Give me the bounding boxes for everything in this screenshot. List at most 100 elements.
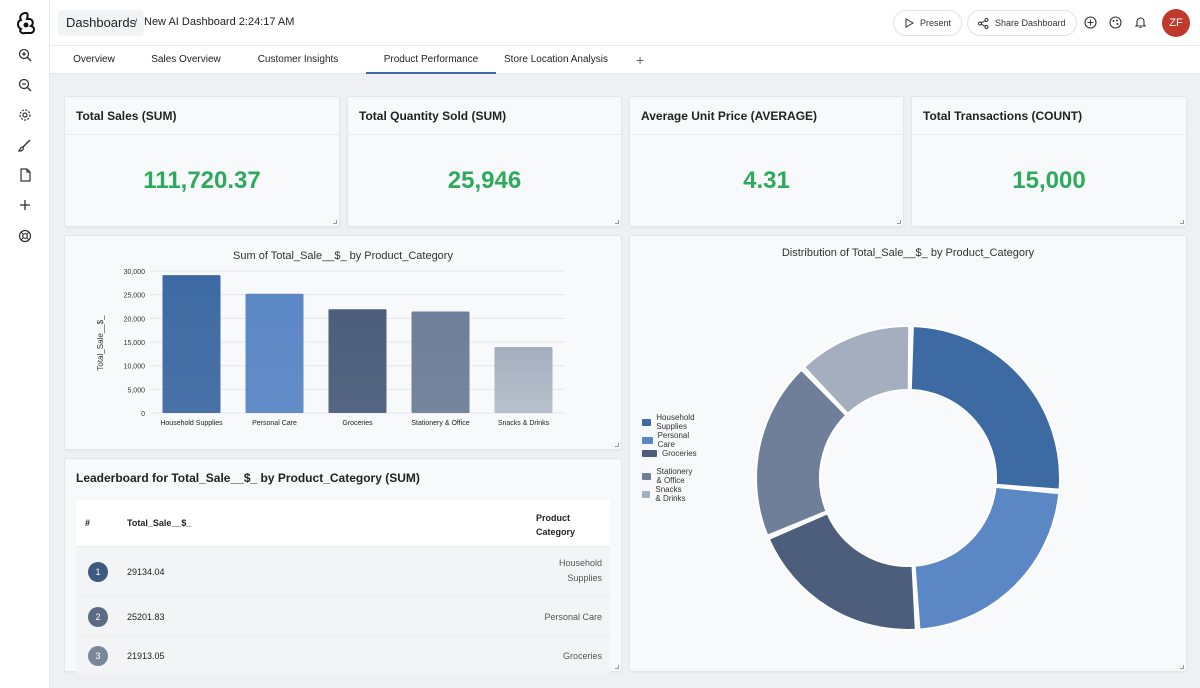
- help-lifebuoy-icon[interactable]: [15, 226, 35, 246]
- row-value: 29134.04: [127, 567, 165, 577]
- settings-gear-icon[interactable]: [15, 105, 35, 125]
- bar[interactable]: [494, 346, 553, 413]
- table-row[interactable]: 1 29134.04 Household Supplies: [76, 547, 610, 597]
- dashboard-tabs: Overview Sales Overview Customer Insight…: [50, 46, 1200, 74]
- table-row[interactable]: 3 21913.05 Groceries: [76, 637, 610, 673]
- left-rail: [0, 0, 50, 688]
- play-icon: [905, 18, 914, 28]
- legend-label: Stationery & Office: [656, 467, 693, 485]
- present-button[interactable]: Present: [893, 10, 963, 36]
- brush-icon[interactable]: [15, 135, 35, 155]
- resize-handle-icon[interactable]: [615, 220, 619, 224]
- top-bar: Dashboards / New AI Dashboard 2:24:17 AM…: [50, 0, 1200, 46]
- kpi-title: Total Quantity Sold (SUM): [348, 97, 621, 135]
- kpi-value: 4.31: [743, 167, 790, 194]
- tab-sales-overview[interactable]: Sales Overview: [151, 54, 221, 65]
- bar[interactable]: [328, 309, 387, 413]
- resize-handle-icon[interactable]: [333, 220, 337, 224]
- legend-label: Household Supplies: [656, 413, 695, 431]
- y-tick-label: 20,000: [124, 316, 146, 323]
- share-icon: [978, 17, 989, 29]
- add-icon[interactable]: [15, 195, 35, 215]
- kpi-value: 111,720.37: [143, 167, 261, 194]
- user-avatar[interactable]: ZF: [1162, 9, 1190, 37]
- donut-slice[interactable]: [803, 325, 911, 415]
- col-category-header: Product Category: [536, 513, 576, 537]
- resize-handle-icon[interactable]: [615, 665, 619, 669]
- bar-chart-title: Sum of Total_Sale__$_ by Product_Categor…: [233, 250, 453, 262]
- kpi-card-average-unit-price[interactable]: Average Unit Price (AVERAGE) 4.31: [629, 96, 904, 227]
- legend-swatch: [642, 472, 652, 480]
- kpi-title: Average Unit Price (AVERAGE): [630, 97, 903, 135]
- y-tick-label: 5,000: [127, 387, 145, 394]
- row-category: Household Supplies: [558, 558, 602, 583]
- x-tick-label: Snacks & Drinks: [498, 420, 550, 427]
- document-icon[interactable]: [15, 165, 35, 185]
- y-tick-label: 10,000: [124, 364, 146, 371]
- legend-item[interactable]: Groceries: [642, 449, 697, 458]
- donut-slice[interactable]: [755, 368, 848, 537]
- share-dashboard-label: Share Dashboard: [995, 18, 1066, 28]
- row-category: Personal Care: [544, 612, 602, 622]
- legend-swatch: [642, 436, 653, 444]
- leaderboard-card[interactable]: Leaderboard for Total_Sale__$_ by Produc…: [64, 458, 622, 673]
- legend-item[interactable]: Snacks & Drinks: [642, 485, 688, 503]
- notifications-bell-icon[interactable]: [1132, 14, 1148, 30]
- legend-label: Snacks & Drinks: [655, 485, 686, 503]
- zoom-in-icon[interactable]: [15, 45, 35, 65]
- x-tick-label: Groceries: [342, 420, 373, 427]
- legend-item[interactable]: Household Supplies: [642, 413, 700, 431]
- leaderboard-title: Leaderboard for Total_Sale__$_ by Produc…: [76, 471, 420, 485]
- kpi-card-total-sales[interactable]: Total Sales (SUM) 111,720.37: [64, 96, 340, 227]
- bar[interactable]: [411, 311, 470, 413]
- resize-handle-icon[interactable]: [897, 220, 901, 224]
- legend-swatch: [642, 490, 651, 498]
- kpi-title: Total Sales (SUM): [65, 97, 339, 135]
- tab-store-location-analysis[interactable]: Store Location Analysis: [504, 54, 608, 65]
- y-tick-label: 0: [141, 411, 145, 418]
- dashboard-title: New AI Dashboard 2:24:17 AM: [144, 16, 295, 28]
- resize-handle-icon[interactable]: [1180, 665, 1184, 669]
- bar[interactable]: [245, 293, 304, 413]
- app-logo-icon[interactable]: [13, 10, 39, 36]
- legend-item[interactable]: Personal Care: [642, 431, 694, 449]
- row-category: Groceries: [562, 651, 602, 661]
- donut-slice[interactable]: [909, 325, 1061, 491]
- legend-label: Groceries: [662, 449, 697, 458]
- share-dashboard-button[interactable]: Share Dashboard: [967, 10, 1077, 36]
- kpi-title: Total Transactions (COUNT): [912, 97, 1186, 135]
- zoom-out-icon[interactable]: [15, 75, 35, 95]
- tab-overview[interactable]: Overview: [73, 54, 115, 65]
- kpi-card-total-transactions[interactable]: Total Transactions (COUNT) 15,000: [911, 96, 1187, 227]
- bar-chart-card[interactable]: Sum of Total_Sale__$_ by Product_Categor…: [64, 235, 622, 450]
- rank-badge: 3: [88, 646, 108, 666]
- donut-chart-card[interactable]: Distribution of Total_Sale__$_ by Produc…: [629, 235, 1187, 672]
- resize-handle-icon[interactable]: [615, 443, 619, 447]
- y-tick-label: 25,000: [124, 293, 146, 300]
- kpi-card-total-quantity[interactable]: Total Quantity Sold (SUM) 25,946: [347, 96, 622, 227]
- add-tab-plus-icon[interactable]: +: [636, 52, 645, 68]
- donut-slice[interactable]: [767, 512, 917, 631]
- leaderboard-table: # Total_Sale__$_ Product Category 1 2913…: [76, 500, 610, 673]
- tab-product-performance[interactable]: Product Performance: [366, 46, 496, 74]
- legend-item[interactable]: Stationery & Office: [642, 467, 698, 485]
- palette-icon[interactable]: [1107, 14, 1123, 30]
- kpi-value: 25,946: [447, 167, 522, 194]
- bar[interactable]: [162, 275, 221, 413]
- bar-chart: 0 5,000 10,000 15,000 20,000 25,000 30,000 Tota…: [96, 269, 565, 427]
- donut-slice[interactable]: [913, 485, 1061, 631]
- y-axis-label: Total_Sale__$_: [96, 315, 105, 371]
- donut-chart-title: Distribution of Total_Sale__$_ by Produc…: [781, 247, 1035, 259]
- resize-handle-icon[interactable]: [1180, 220, 1184, 224]
- x-tick-label: Personal Care: [252, 420, 297, 427]
- tab-customer-insights[interactable]: Customer Insights: [257, 54, 339, 65]
- breadcrumb-dashboards-button[interactable]: Dashboards: [58, 10, 145, 36]
- donut-chart: [755, 325, 1061, 631]
- row-value: 25201.83: [127, 612, 165, 622]
- x-tick-label: Stationery & Office: [411, 420, 469, 427]
- legend-swatch: [642, 418, 652, 426]
- table-row[interactable]: 2 25201.83 Personal Care: [76, 597, 610, 637]
- add-circle-icon[interactable]: [1082, 14, 1098, 30]
- rank-badge: 2: [88, 607, 108, 627]
- y-tick-label: 15,000: [124, 340, 146, 347]
